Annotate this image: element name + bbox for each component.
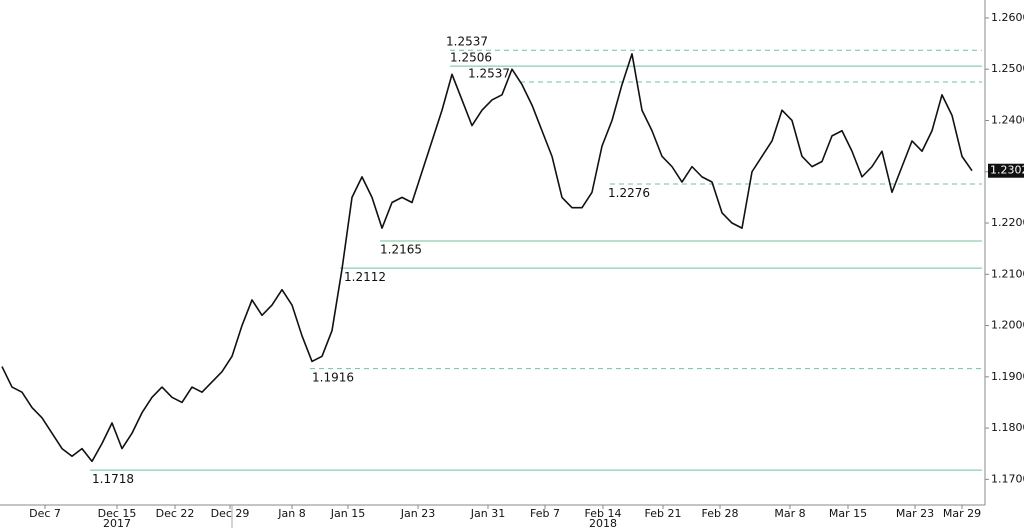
x-tick-label: Jan 15 (330, 507, 365, 520)
x-tick-label: Feb 21 (645, 507, 682, 520)
x-tick-label: Mar 23 (896, 507, 934, 520)
annotation: 1.2506 (450, 50, 492, 64)
x-tick-label: Jan 31 (470, 507, 505, 520)
x-tick-label: Jan 8 (277, 507, 305, 520)
y-tick-label: 1.1800 (991, 421, 1024, 434)
annotation: 1.2112 (344, 270, 386, 284)
y-tick-label: 1.1900 (991, 370, 1024, 383)
x-tick-label: Feb 7 (530, 507, 560, 520)
price-line (1, 53, 973, 463)
x-tick-label: Mar 8 (774, 507, 805, 520)
year-label: 2018 (589, 517, 617, 528)
x-tick-label: Feb 14 (585, 507, 622, 520)
y-tick-label: 1.2000 (991, 319, 1024, 332)
x-tick-label: Mar 29 (943, 507, 981, 520)
x-tick-label: Feb 28 (702, 507, 739, 520)
x-tick-label: Dec 29 (211, 507, 250, 520)
last-value-box (988, 163, 1024, 178)
x-tick-label: Mar 15 (829, 507, 867, 520)
year-label: 2017 (103, 517, 131, 528)
x-tick-label: Jan 23 (400, 507, 435, 520)
last-value-label: 1.2302 (990, 164, 1024, 177)
annotation: 1.2537 (446, 35, 488, 49)
annotation: 1.2276 (608, 186, 650, 200)
annotation: 1.1916 (312, 370, 354, 384)
y-tick-label: 1.2100 (991, 267, 1024, 280)
y-tick-label: 1.2500 (991, 62, 1024, 75)
x-tick-label: Dec 15 (98, 507, 137, 520)
annotation: 1.2165 (380, 243, 422, 257)
y-tick-label: 1.2200 (991, 216, 1024, 229)
y-tick-label: 1.2600 (991, 11, 1024, 24)
y-tick-label: 1.1700 (991, 472, 1024, 485)
annotation: 1.2537 (468, 66, 510, 80)
annotation: 1.1718 (92, 472, 134, 486)
x-tick-label: Dec 7 (29, 507, 61, 520)
x-tick-label: Dec 22 (156, 507, 195, 520)
y-tick-label: 1.2400 (991, 113, 1024, 126)
